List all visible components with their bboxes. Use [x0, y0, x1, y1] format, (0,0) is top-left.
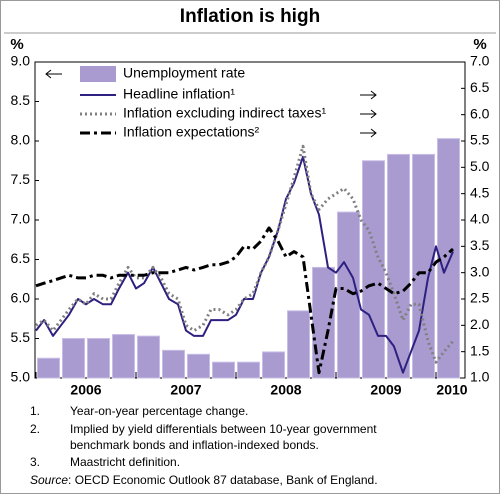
- bar: [437, 138, 460, 379]
- y-tick-label: 7.5: [11, 171, 31, 187]
- x-tick-label: 2009: [370, 382, 401, 398]
- bar: [312, 266, 335, 379]
- bar: [187, 353, 210, 379]
- line: [35, 226, 454, 375]
- y-tick-label: 8.0: [11, 132, 31, 148]
- bar: [62, 338, 85, 379]
- y-tick-label: 5.0: [11, 369, 31, 385]
- legend-label: Inflation expectations²: [123, 124, 260, 140]
- y2-tick-label: 2.5: [470, 290, 490, 306]
- y2-tick-label: 3.5: [470, 237, 490, 253]
- bar: [212, 361, 235, 379]
- y-unit: %: [10, 36, 23, 53]
- bar: [162, 349, 185, 379]
- x-tick-label: 2007: [170, 382, 201, 398]
- bar: [262, 351, 285, 379]
- x-tick-label: 2008: [270, 382, 301, 398]
- y2-tick-label: 1.0: [470, 369, 490, 385]
- axis-arrow: [360, 109, 377, 119]
- notes: 1. Year-on-year percentage change. 2. Impli…: [30, 404, 377, 469]
- bar: [237, 361, 260, 379]
- y2-unit: %: [473, 36, 486, 53]
- note-text: benchmark bonds and inflation-indexed bo…: [70, 438, 319, 452]
- y-tick-label: 9.0: [11, 53, 31, 69]
- y2-tick-label: 3.0: [470, 263, 490, 279]
- bar: [337, 211, 360, 379]
- line: [35, 155, 454, 374]
- x-tick-label: 2010: [436, 382, 467, 398]
- y2-tick-label: 5.5: [470, 132, 490, 148]
- y-tick-label: 8.5: [11, 92, 31, 108]
- legend-label: Inflation excluding indirect taxes¹: [123, 105, 326, 121]
- bar: [387, 153, 410, 379]
- bar: [362, 160, 385, 379]
- legend-label: Headline inflation¹: [123, 86, 235, 102]
- bar: [87, 338, 110, 379]
- y-tick-label: 6.5: [11, 250, 31, 266]
- y2-tick-label: 1.5: [470, 342, 490, 358]
- y-tick-label: 5.5: [11, 329, 31, 345]
- y-tick-label: 6.0: [11, 290, 31, 306]
- y2-tick-label: 4.5: [470, 184, 490, 200]
- y2-tick-label: 2.0: [470, 316, 490, 332]
- axis-arrow: [360, 90, 377, 100]
- source-label: Source: [30, 473, 68, 487]
- note-text: Year-on-year percentage change.: [70, 404, 248, 418]
- y2-tick-label: 7.0: [470, 53, 490, 69]
- source: Source: OECD Economic Outlook 87 databas…: [30, 473, 378, 487]
- legend: Unemployment rate Headline inflation¹ Infl…: [45, 65, 377, 140]
- bar: [137, 335, 160, 379]
- bar: [287, 310, 310, 379]
- chart-title: Inflation is high: [180, 6, 320, 27]
- y2-tick-label: 6.0: [470, 105, 490, 121]
- note-text: Maastricht definition.: [70, 455, 180, 469]
- axis-arrow: [360, 128, 377, 138]
- note-number: 3.: [30, 455, 40, 469]
- y2-tick-label: 6.5: [470, 79, 490, 95]
- note-number: 2.: [30, 422, 40, 436]
- x-tick-label: 2006: [70, 382, 101, 398]
- legend-label: Unemployment rate: [123, 65, 245, 81]
- legend-swatch: [80, 66, 116, 82]
- plot: 5.0 5.5 6.0 6.5 7.0 7.5 8.0 8.5 9.0 1.0 1.5 2.0 2.5 3…: [11, 53, 490, 398]
- y2-tick-label: 4.0: [470, 211, 490, 227]
- axis-arrow: [45, 69, 62, 79]
- bar: [112, 334, 135, 379]
- note-text: Implied by yield differentials between 1…: [70, 422, 377, 436]
- y2-tick-label: 5.0: [470, 158, 490, 174]
- source-text: : OECD Economic Outlook 87 database, Ban…: [68, 473, 378, 487]
- note-number: 1.: [30, 404, 40, 418]
- bar: [37, 357, 60, 379]
- y-tick-label: 7.0: [11, 211, 31, 227]
